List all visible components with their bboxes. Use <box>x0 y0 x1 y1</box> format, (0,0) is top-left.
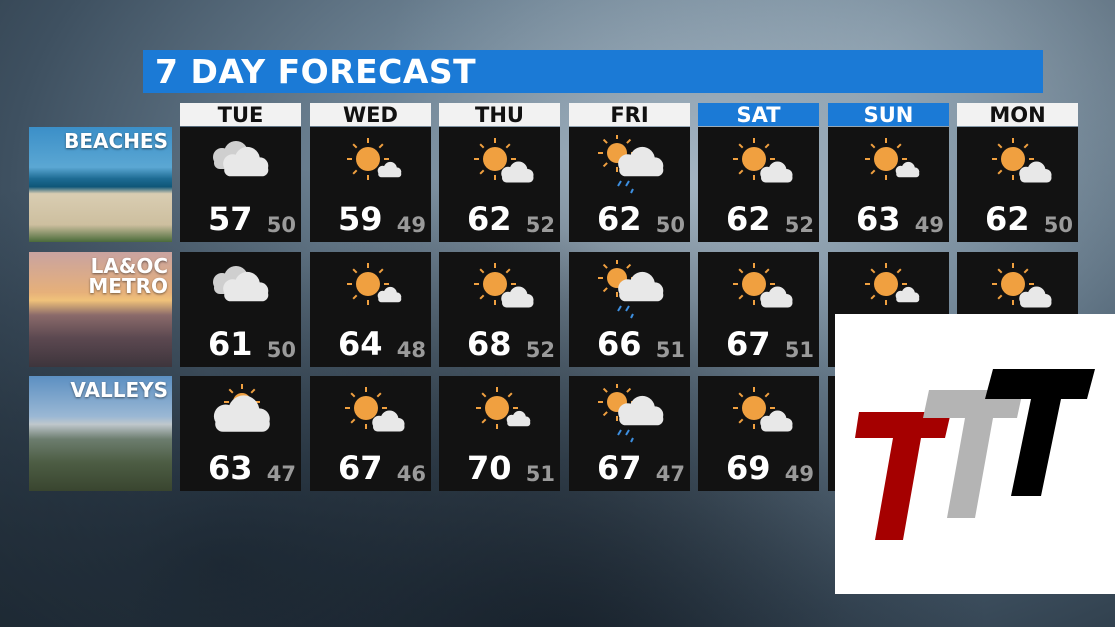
forecast-cell: 57 50 <box>180 127 301 242</box>
low-temp: 51 <box>525 462 555 486</box>
region-panel: LA&OC METRO <box>29 252 172 367</box>
forecast-cell: 66 51 <box>569 252 690 367</box>
region-label: BEACHES <box>64 131 168 151</box>
high-temp: 64 <box>338 325 383 363</box>
low-temp: 50 <box>1043 213 1073 237</box>
high-temp: 63 <box>208 449 253 487</box>
low-temp: 50 <box>266 213 296 237</box>
high-temp: 62 <box>597 200 642 238</box>
forecast-cell: 70 51 <box>439 376 560 491</box>
region-panel: VALLEYS <box>29 376 172 491</box>
high-temp: 61 <box>208 325 253 363</box>
low-temp: 49 <box>784 462 814 486</box>
forecast-cell: 67 47 <box>569 376 690 491</box>
region-label: LA&OC METRO <box>88 256 168 296</box>
page-title: 7 DAY FORECAST <box>143 50 1043 93</box>
region-label-line: VALLEYS <box>70 378 168 402</box>
forecast-cell: 62 50 <box>957 127 1078 242</box>
low-temp: 50 <box>655 213 685 237</box>
high-temp: 62 <box>985 200 1030 238</box>
forecast-cell: 64 48 <box>310 252 431 367</box>
forecast-cell: 61 50 <box>180 252 301 367</box>
low-temp: 52 <box>525 213 555 237</box>
day-header-sat: SAT <box>698 103 819 127</box>
high-temp: 66 <box>597 325 642 363</box>
forecast-cell: 62 52 <box>698 127 819 242</box>
low-temp: 51 <box>655 338 685 362</box>
forecast-cell: 69 49 <box>698 376 819 491</box>
low-temp: 50 <box>266 338 296 362</box>
low-temp: 48 <box>396 338 426 362</box>
low-temp: 46 <box>396 462 426 486</box>
forecast-cell: 63 49 <box>828 127 949 242</box>
low-temp: 47 <box>655 462 685 486</box>
day-header-mon: MON <box>957 103 1078 127</box>
forecast-cell: 59 49 <box>310 127 431 242</box>
high-temp: 59 <box>338 200 383 238</box>
low-temp: 47 <box>266 462 296 486</box>
high-temp: 67 <box>597 449 642 487</box>
high-temp: 67 <box>338 449 383 487</box>
low-temp: 49 <box>396 213 426 237</box>
region-label-line: BEACHES <box>64 129 168 153</box>
forecast-cell: 67 51 <box>698 252 819 367</box>
forecast-cell: 67 46 <box>310 376 431 491</box>
forecast-cell: 62 50 <box>569 127 690 242</box>
day-header-thu: THU <box>439 103 560 127</box>
day-header-tue: TUE <box>180 103 301 127</box>
channel-logo <box>835 314 1115 594</box>
day-header-fri: FRI <box>569 103 690 127</box>
high-temp: 67 <box>726 325 771 363</box>
high-temp: 63 <box>856 200 901 238</box>
day-header-wed: WED <box>310 103 431 127</box>
low-temp: 52 <box>525 338 555 362</box>
low-temp: 49 <box>914 213 944 237</box>
region-label-line: METRO <box>88 274 168 298</box>
high-temp: 68 <box>467 325 512 363</box>
high-temp: 62 <box>467 200 512 238</box>
region-label: VALLEYS <box>70 380 168 400</box>
day-header-sun: SUN <box>828 103 949 127</box>
low-temp: 51 <box>784 338 814 362</box>
high-temp: 70 <box>467 449 512 487</box>
high-temp: 69 <box>726 449 771 487</box>
region-label-line: LA&OC <box>90 254 168 278</box>
forecast-cell: 63 47 <box>180 376 301 491</box>
low-temp: 52 <box>784 213 814 237</box>
region-panel: BEACHES <box>29 127 172 242</box>
forecast-cell: 68 52 <box>439 252 560 367</box>
high-temp: 62 <box>726 200 771 238</box>
high-temp: 57 <box>208 200 253 238</box>
forecast-cell: 62 52 <box>439 127 560 242</box>
